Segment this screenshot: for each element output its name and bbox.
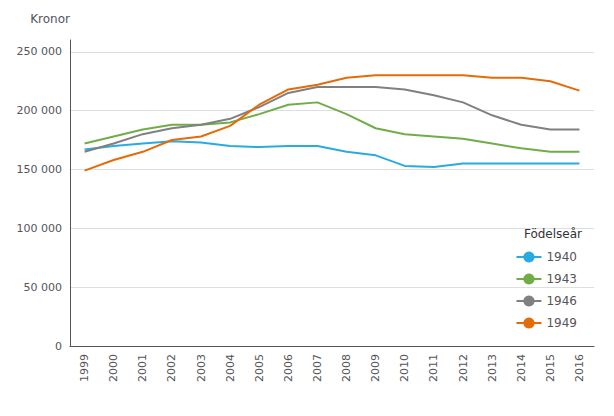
- svg-text:2006: 2006: [282, 354, 295, 382]
- svg-text:2013: 2013: [486, 354, 499, 382]
- svg-text:250 000: 250 000: [17, 45, 63, 58]
- svg-text:2002: 2002: [165, 354, 178, 382]
- svg-text:200 000: 200 000: [17, 104, 63, 117]
- svg-text:2003: 2003: [195, 354, 208, 382]
- svg-text:2015: 2015: [544, 354, 557, 382]
- svg-text:Kronor: Kronor: [30, 12, 70, 26]
- svg-text:2009: 2009: [369, 354, 382, 382]
- svg-text:2001: 2001: [136, 354, 149, 382]
- svg-text:2014: 2014: [515, 354, 528, 382]
- svg-text:Födelseår: Födelseår: [524, 227, 582, 241]
- svg-text:2008: 2008: [340, 354, 353, 382]
- svg-text:2010: 2010: [398, 354, 411, 382]
- svg-text:2000: 2000: [107, 354, 120, 382]
- svg-text:1999: 1999: [78, 354, 91, 382]
- svg-text:1940: 1940: [546, 250, 577, 264]
- svg-text:100 000: 100 000: [17, 222, 63, 235]
- svg-text:50 000: 50 000: [24, 281, 63, 294]
- svg-text:1943: 1943: [546, 272, 577, 286]
- svg-text:2004: 2004: [224, 354, 237, 382]
- svg-text:2016: 2016: [573, 354, 586, 382]
- svg-text:1946: 1946: [546, 294, 577, 308]
- svg-text:1949: 1949: [546, 316, 577, 330]
- svg-text:2007: 2007: [311, 354, 324, 382]
- svg-text:2011: 2011: [427, 354, 440, 382]
- svg-text:2005: 2005: [253, 354, 266, 382]
- svg-text:150 000: 150 000: [17, 163, 63, 176]
- svg-text:0: 0: [55, 340, 62, 353]
- svg-text:2012: 2012: [457, 354, 470, 382]
